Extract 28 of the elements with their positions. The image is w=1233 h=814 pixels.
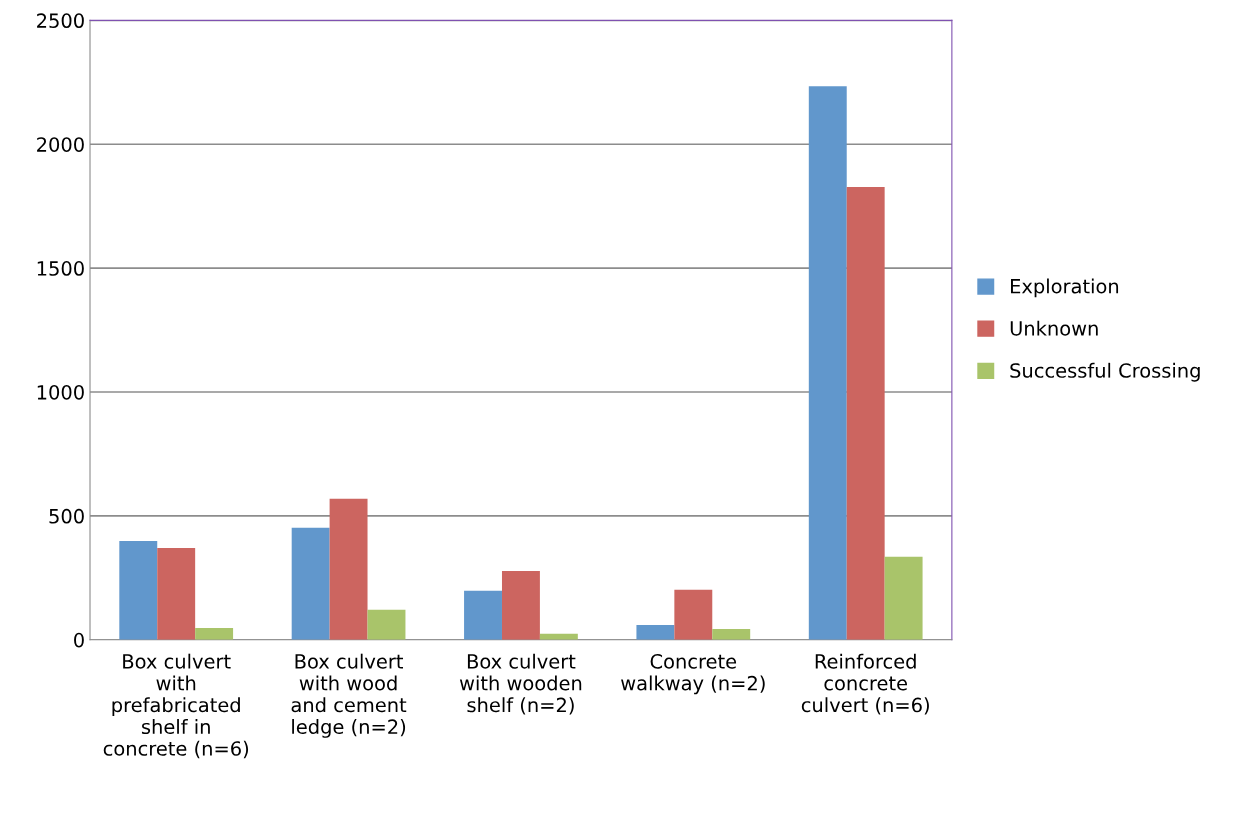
y-tick-label: 1500 (37, 261, 84, 276)
bar (195, 627, 234, 640)
y-tick-label: 2500 (37, 13, 84, 29)
x-tick-label: Box culvert with prefabricated shelf in concrete (n=6) (103, 653, 249, 759)
bar (636, 624, 675, 640)
bar (674, 589, 713, 640)
bar (501, 570, 540, 640)
legend-label: Exploration (1011, 278, 1119, 298)
bar (119, 540, 158, 640)
y-tick-label: 1000 (37, 384, 84, 400)
bar (884, 556, 923, 640)
x-tick-label: Box culvert with wooden shelf (n=2) (459, 653, 582, 715)
bar (157, 547, 196, 640)
bar (712, 628, 751, 640)
x-tick-label: Reinforced concrete culvert (n=6) (801, 653, 929, 715)
y-tick-label: 0 (74, 632, 84, 648)
x-tick-label: Box culvert with wood and cement ledge (n=2) (291, 653, 407, 738)
bar (808, 86, 847, 640)
legend-label: Unknown (1010, 320, 1098, 336)
bar (464, 590, 502, 640)
y-tick-label: 2000 (37, 137, 84, 152)
y-tick-label: 500 (49, 508, 84, 524)
bar (329, 498, 368, 640)
bar (291, 527, 330, 640)
bar (367, 609, 406, 640)
legend-label: Successful Crossing (1010, 362, 1200, 382)
bar (846, 187, 885, 640)
x-tick-label: Concrete walkway (n=2) (621, 654, 765, 695)
